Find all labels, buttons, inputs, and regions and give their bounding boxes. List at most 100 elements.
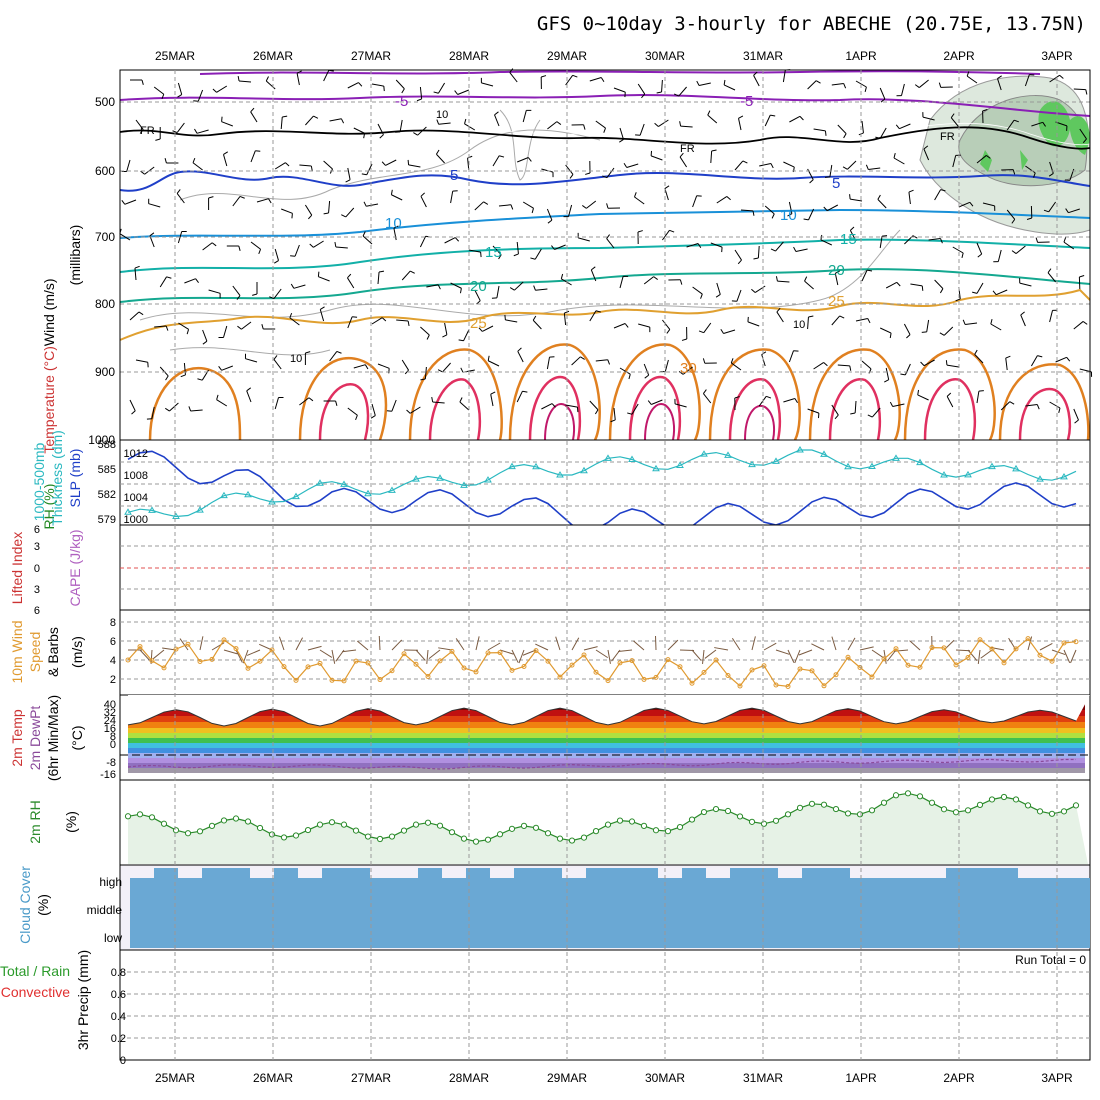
wind-marker bbox=[245, 665, 251, 671]
wind-barb bbox=[990, 319, 1002, 331]
thickness-marker bbox=[436, 474, 444, 481]
wind-marker bbox=[665, 657, 671, 663]
wind-barb bbox=[647, 399, 663, 405]
wind-barb bbox=[867, 407, 881, 418]
wind-barb bbox=[1001, 169, 1016, 175]
date-top-31mar: 31MAR bbox=[743, 49, 783, 63]
10m-wind-barb bbox=[607, 649, 611, 664]
wind-barb bbox=[563, 204, 573, 218]
date-bottom-2apr: 2APR bbox=[943, 1071, 975, 1085]
rh-marker bbox=[220, 817, 228, 824]
wind-marker bbox=[761, 663, 767, 669]
wind-barb bbox=[900, 363, 911, 376]
wind-barb bbox=[177, 82, 183, 98]
wind-barb bbox=[164, 402, 179, 412]
rh-marker bbox=[940, 806, 948, 813]
pressure-tick: 500 bbox=[95, 95, 115, 109]
thickness-marker bbox=[868, 462, 876, 470]
thickness-marker bbox=[940, 471, 948, 478]
wind-barb bbox=[323, 400, 338, 406]
rh-marker bbox=[148, 814, 156, 821]
wind-barb bbox=[281, 208, 293, 219]
high-cloud-bar bbox=[874, 878, 898, 892]
wind-barb bbox=[923, 145, 930, 161]
wind-barb bbox=[946, 392, 954, 408]
wind-barb bbox=[347, 82, 363, 89]
wind-barb bbox=[129, 311, 144, 321]
wind-barb bbox=[1047, 268, 1056, 283]
temp-mask bbox=[128, 695, 1090, 726]
contour-label: 10 bbox=[780, 207, 797, 224]
rh-marker bbox=[784, 811, 792, 818]
wind-barb bbox=[393, 225, 399, 241]
rh-marker bbox=[484, 836, 492, 843]
wind-marker bbox=[341, 678, 347, 684]
wind-barb bbox=[377, 270, 385, 285]
wind-marker bbox=[641, 676, 647, 682]
10m-wind-barb bbox=[518, 649, 525, 664]
high-cloud-bar bbox=[298, 878, 322, 892]
wind-barb bbox=[450, 282, 462, 294]
wind-label-a: 10m Wind bbox=[9, 620, 25, 683]
thickness-marker bbox=[700, 450, 708, 457]
10m-wind-barb bbox=[426, 649, 429, 664]
slp-tick: 1004 bbox=[124, 492, 148, 504]
thickness-label-b: Thickness (dm) bbox=[49, 430, 65, 526]
thickness-tick: 579 bbox=[98, 514, 116, 526]
thickness-marker bbox=[892, 454, 900, 461]
10m-wind-barb bbox=[235, 649, 243, 663]
wind-barb bbox=[269, 288, 282, 300]
wind-marker bbox=[797, 666, 803, 672]
wind-barb bbox=[1006, 209, 1016, 224]
wind-barb bbox=[751, 285, 766, 293]
wind-barb bbox=[903, 323, 911, 339]
wind-barb bbox=[952, 154, 961, 168]
wind-barb bbox=[299, 164, 313, 172]
wind-barb bbox=[1079, 128, 1087, 144]
high-cloud-bar bbox=[586, 868, 610, 892]
top-date-axis: 25MAR 26MAR 27MAR 28MAR 29MAR 30MAR 31MA… bbox=[155, 49, 1073, 63]
wind-barb bbox=[218, 325, 228, 339]
wind-barb bbox=[522, 201, 534, 214]
wind-barb bbox=[679, 121, 693, 128]
wind-marker bbox=[389, 668, 395, 674]
wind-barb bbox=[637, 230, 643, 245]
rh-marker bbox=[652, 827, 660, 834]
wind-barb bbox=[334, 241, 348, 249]
temp-label-a: 2m Temp bbox=[9, 709, 25, 767]
high-cloud-bar bbox=[1042, 878, 1066, 892]
wind-barb bbox=[753, 71, 760, 87]
10m-wind-barb bbox=[535, 643, 549, 651]
high-cloud-bar bbox=[394, 878, 418, 892]
wind-barb bbox=[602, 167, 615, 179]
rh-marker bbox=[1048, 810, 1056, 817]
high-cloud-bar bbox=[178, 878, 202, 892]
wind-barb bbox=[831, 404, 839, 420]
rh-marker bbox=[196, 828, 204, 835]
cape-tick: 3 bbox=[34, 584, 40, 596]
rh-marker bbox=[964, 807, 972, 814]
wind-barb bbox=[155, 127, 161, 141]
wind-barb bbox=[993, 249, 1002, 263]
precip-tick: 0.8 bbox=[111, 967, 126, 979]
rh-marker bbox=[880, 799, 888, 806]
high-cloud-bar bbox=[130, 878, 154, 892]
rh-marker bbox=[748, 818, 756, 825]
bottom-date-axis: 25MAR 26MAR 27MAR 28MAR 29MAR 30MAR 31MA… bbox=[155, 1071, 1073, 1085]
wind-barb bbox=[250, 107, 258, 123]
rh-marker bbox=[808, 800, 816, 807]
wind-barb bbox=[908, 189, 914, 205]
wind-barb bbox=[129, 399, 136, 415]
10m-wind-barb bbox=[152, 649, 165, 660]
wind-barb bbox=[516, 390, 528, 403]
wind-marker bbox=[1073, 639, 1079, 645]
wind-barb bbox=[319, 306, 325, 322]
thickness-marker bbox=[292, 492, 300, 500]
rh-label: RH (%) bbox=[41, 484, 57, 530]
wind-barb bbox=[849, 226, 857, 242]
wind-barb bbox=[176, 189, 185, 204]
wind-barb bbox=[589, 310, 601, 322]
10m-wind-barb bbox=[886, 649, 897, 662]
wind-barb bbox=[914, 79, 929, 88]
10m-wind-barb bbox=[499, 649, 514, 655]
